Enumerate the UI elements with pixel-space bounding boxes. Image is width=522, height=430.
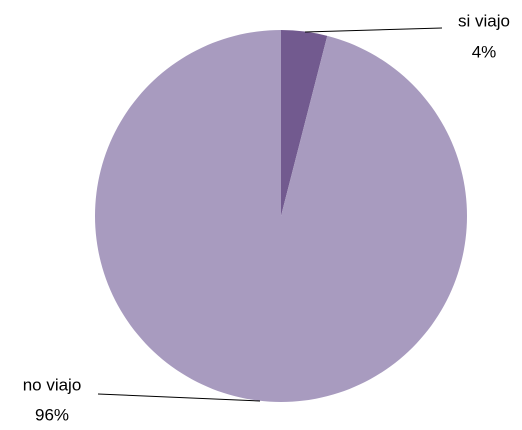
leader-line xyxy=(97,393,261,402)
value-label: 4% xyxy=(472,42,497,61)
leader-line xyxy=(304,27,443,33)
category-label: si viajo xyxy=(458,11,510,30)
value-label: 96% xyxy=(35,405,69,424)
pie-slice xyxy=(94,30,467,403)
pie-slice xyxy=(281,30,328,216)
category-label: no viajo xyxy=(23,375,82,394)
